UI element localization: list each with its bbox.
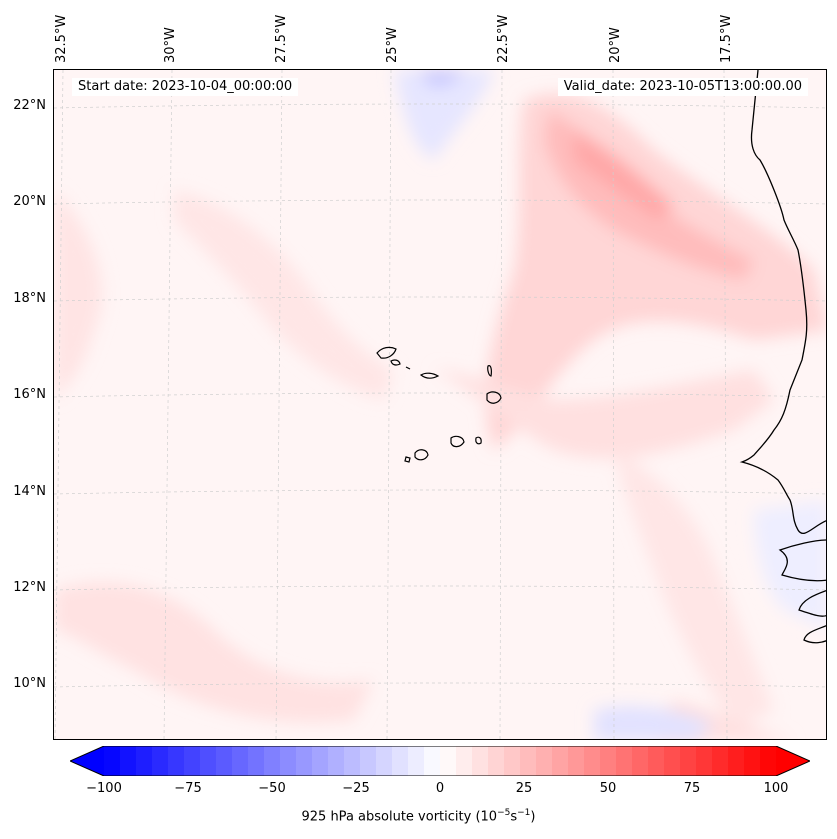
colorbar-segment (248, 746, 265, 776)
colorbar-tick: 75 (683, 781, 701, 796)
lat-label-16n: 16°N (13, 387, 46, 402)
colorbar-segment (568, 746, 585, 776)
colorbar-segment (744, 746, 761, 776)
lon-label-27-5w: 27.5°W (274, 14, 289, 63)
cape-verde-islands (376, 346, 502, 463)
colorbar-tick: −50 (258, 781, 286, 796)
colorbar-segment (344, 746, 361, 776)
negative-vorticity-areas (394, 70, 826, 739)
lat-label-22n: 22°N (13, 98, 46, 113)
valid-date-label: Valid_date: 2023-10-05T13:00:00.00 (557, 78, 808, 96)
lon-label-30w: 30°W (163, 27, 178, 63)
africa-coast-south (778, 539, 826, 644)
colorbar-segment (328, 746, 345, 776)
colorbar-segment (488, 746, 505, 776)
lon-label-22-5w: 22.5°W (496, 14, 511, 63)
colorbar-label-unit: s (510, 809, 518, 825)
colorbar-segment (440, 746, 457, 776)
colorbar-segment (584, 746, 601, 776)
colorbar-segment (360, 746, 377, 776)
colorbar-tick: 25 (515, 781, 533, 796)
lat-label-12n: 12°N (13, 580, 46, 595)
colorbar-segment (424, 746, 441, 776)
colorbar-segment (312, 746, 329, 776)
colorbar-segment (504, 746, 521, 776)
colorbar-label-prefix: 925 hPa absolute vorticity (10 (301, 809, 498, 825)
colorbar-segment (296, 746, 313, 776)
colorbar-segment (712, 746, 729, 776)
colorbar-segment (472, 746, 489, 776)
start-date-label: Start date: 2023-10-04_00:00:00 (72, 78, 299, 96)
colorbar-segment (136, 746, 153, 776)
colorbar-segment (616, 746, 633, 776)
lon-label-20w: 20°W (608, 27, 623, 63)
colorbar-extend-max (776, 746, 810, 776)
colorbar-segment (120, 746, 137, 776)
colorbar-tick: −25 (342, 781, 370, 796)
colorbar-segment (552, 746, 569, 776)
colorbar-extend-min (70, 746, 104, 776)
lat-label-14n: 14°N (13, 484, 46, 499)
colorbar-tick: −100 (86, 781, 122, 796)
colorbar-segment (456, 746, 473, 776)
colorbar-segment (184, 746, 201, 776)
colorbar-label-exp2: −1 (517, 808, 531, 818)
colorbar-segment (600, 746, 617, 776)
colorbar-segment (520, 746, 537, 776)
colorbar-tick: 100 (763, 781, 789, 796)
colorbar-segment (264, 746, 281, 776)
lon-label-17-5w: 17.5°W (719, 14, 734, 63)
lon-label-32-5w: 32.5°W (54, 14, 69, 63)
colorbar-tick: 0 (435, 781, 445, 796)
colorbar-segment (632, 746, 649, 776)
vorticity-field (54, 70, 826, 739)
lat-label-18n: 18°N (13, 291, 46, 306)
lon-label-25w: 25°W (385, 27, 400, 63)
colorbar-label: 925 hPa absolute vorticity (10−5s−1) (0, 808, 837, 824)
colorbar-label-exp1: −5 (497, 808, 511, 818)
colorbar-segment (232, 746, 249, 776)
lat-label-20n: 20°N (13, 194, 46, 209)
colorbar-segment (280, 746, 297, 776)
colorbar-segment (376, 746, 393, 776)
graticule (54, 70, 826, 739)
colorbar-tick: 50 (599, 781, 617, 796)
map-panel (53, 69, 827, 740)
lat-label-10n: 10°N (13, 676, 46, 691)
colorbar-segment (200, 746, 217, 776)
colorbar-segment (536, 746, 553, 776)
colorbar-segment (728, 746, 745, 776)
colorbar-segment (216, 746, 233, 776)
colorbar-segment (680, 746, 697, 776)
colorbar-tick: −75 (174, 781, 202, 796)
colorbar-segment (648, 746, 665, 776)
colorbar-segment (168, 746, 185, 776)
colorbar-gradient (68, 745, 812, 777)
colorbar-segment (408, 746, 425, 776)
colorbar-segment (104, 746, 121, 776)
colorbar-segment (760, 746, 777, 776)
colorbar-segment (696, 746, 713, 776)
colorbar (68, 745, 812, 777)
colorbar-segment (392, 746, 409, 776)
africa-coastline (739, 70, 826, 534)
colorbar-label-suffix: ) (530, 809, 536, 825)
colorbar-segment (664, 746, 681, 776)
colorbar-segment (152, 746, 169, 776)
